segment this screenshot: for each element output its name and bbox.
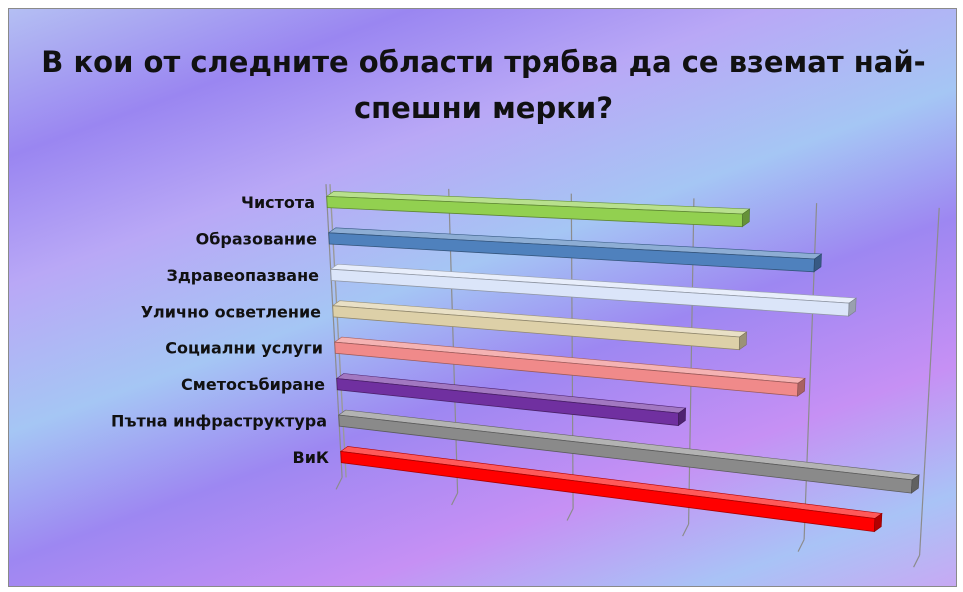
category-label: Чистота (241, 193, 315, 212)
bar (337, 409, 920, 494)
category-label: Сметосъбиране (181, 375, 325, 394)
bar (335, 373, 687, 427)
bar (333, 336, 806, 397)
category-label: ВиК (293, 448, 329, 467)
bar (327, 227, 823, 273)
bar (339, 446, 883, 533)
bar (325, 191, 751, 228)
category-label: Улично осветление (141, 302, 321, 321)
category-label: Пътна инфраструктура (111, 412, 327, 431)
chart-slide: В кои от следните области трябва да се в… (8, 8, 957, 587)
axis-tick (566, 508, 574, 521)
category-label: Образование (196, 229, 318, 248)
category-label: Социални услуги (165, 339, 323, 358)
bar (329, 263, 857, 317)
bar (331, 300, 748, 351)
category-label: Здравеопазване (167, 266, 320, 285)
axis-tick (797, 539, 805, 552)
gridline (919, 207, 940, 556)
axis-tick (682, 523, 690, 537)
chart-title: В кои от следните области трябва да се в… (41, 45, 926, 125)
axis-tick (335, 477, 343, 490)
bar-chart-3d: Чистота Образование Здравеопазване Улично о… (111, 184, 940, 568)
axis-tick (913, 554, 921, 568)
axis-tick (451, 492, 459, 506)
